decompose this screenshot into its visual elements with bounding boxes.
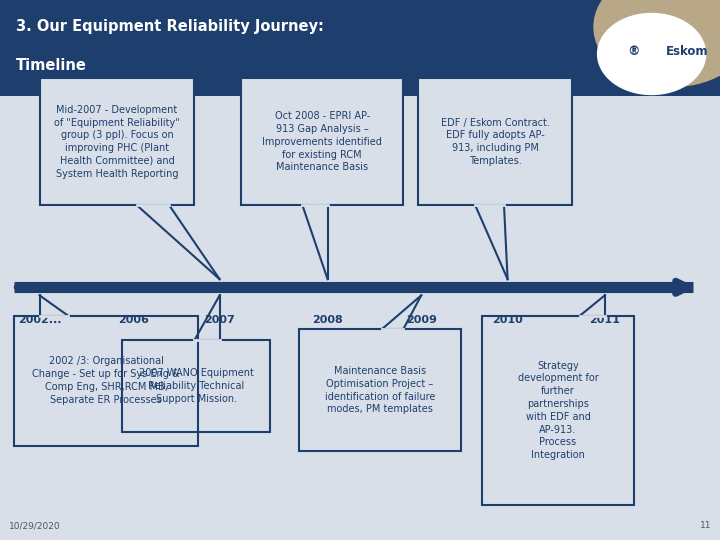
Text: Strategy
development for
further
partnerships
with EDF and
AP-913.
Process
Integ: Strategy development for further partner…: [518, 361, 598, 460]
Polygon shape: [475, 205, 508, 279]
Text: Maintenance Basis
Optimisation Project –
identification of failure
modes, PM tem: Maintenance Basis Optimisation Project –…: [325, 366, 435, 414]
Text: ®: ®: [627, 45, 640, 58]
Text: 11: 11: [700, 521, 711, 530]
FancyBboxPatch shape: [482, 316, 634, 505]
Text: 2007 WANO Equipment
Reliability Technical
Support Mission.: 2007 WANO Equipment Reliability Technica…: [139, 368, 253, 404]
Text: 3. Our Equipment Reliability Journey:: 3. Our Equipment Reliability Journey:: [16, 19, 324, 35]
Text: 2008: 2008: [312, 315, 343, 326]
Text: 2006: 2006: [118, 315, 148, 326]
Text: 2002...: 2002...: [18, 315, 61, 326]
Text: Oct 2008 - EPRI AP-
913 Gap Analysis –
Improvements identified
for existing RCM
: Oct 2008 - EPRI AP- 913 Gap Analysis – I…: [262, 111, 382, 172]
Text: Timeline: Timeline: [16, 58, 86, 73]
Text: 2009: 2009: [406, 315, 436, 326]
Polygon shape: [137, 205, 220, 279]
Text: Eskom: Eskom: [666, 45, 708, 58]
Text: Mid-2007 - Development
of "Equipment Reliability"
group (3 ppl). Focus on
improv: Mid-2007 - Development of "Equipment Rel…: [54, 105, 180, 179]
Polygon shape: [580, 295, 605, 316]
FancyBboxPatch shape: [241, 78, 403, 205]
Text: 2007: 2007: [204, 315, 235, 326]
Text: 2002 /3: Organisational
Change - Set up for Sys Eng &
Comp Eng, SHR,RCM MB,
Sepa: 2002 /3: Organisational Change - Set up …: [32, 356, 180, 405]
Text: 10/29/2020: 10/29/2020: [9, 521, 60, 530]
Text: 2010: 2010: [492, 315, 523, 326]
FancyBboxPatch shape: [299, 329, 461, 451]
FancyBboxPatch shape: [418, 78, 572, 205]
Polygon shape: [382, 295, 421, 329]
FancyBboxPatch shape: [0, 0, 720, 96]
FancyBboxPatch shape: [14, 316, 198, 446]
Circle shape: [598, 14, 706, 94]
Polygon shape: [194, 295, 220, 340]
FancyBboxPatch shape: [122, 340, 270, 432]
FancyBboxPatch shape: [40, 78, 194, 205]
Text: 2011: 2011: [590, 315, 620, 326]
Polygon shape: [302, 205, 328, 279]
Text: EDF / Eskom Contract.
EDF fully adopts AP-
913, including PM
Templates.: EDF / Eskom Contract. EDF fully adopts A…: [441, 118, 549, 166]
Polygon shape: [40, 295, 68, 316]
Circle shape: [594, 0, 720, 86]
